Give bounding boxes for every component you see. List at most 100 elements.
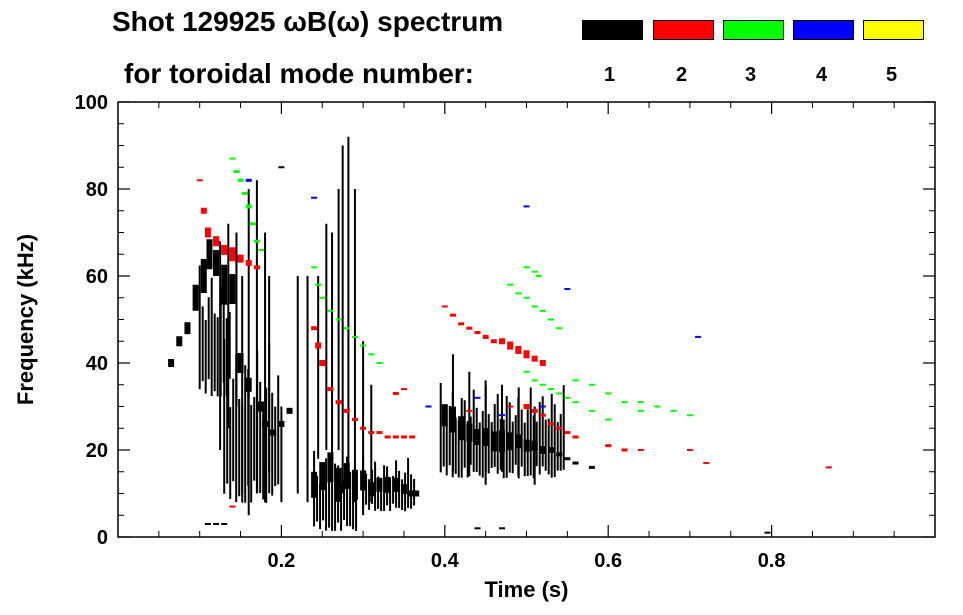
spectrum-point	[184, 322, 191, 335]
spectrum-point	[335, 318, 342, 321]
series-n=1	[168, 136, 771, 534]
spectrum-point	[376, 477, 383, 492]
legend-label-n1: 1	[603, 64, 616, 86]
spectrum-point	[515, 434, 522, 449]
spectrum-point	[400, 435, 407, 439]
spectrum-point	[392, 477, 399, 492]
spectrum-point	[257, 248, 264, 251]
spectrum-point	[221, 244, 228, 255]
spectrum-point	[588, 465, 595, 469]
spectrum-point	[351, 469, 358, 500]
spectrum-point	[327, 387, 334, 392]
spectrum-point	[564, 288, 571, 291]
spectrum-point	[531, 305, 538, 308]
spectrum-point	[531, 440, 538, 451]
spectrum-point	[449, 406, 456, 433]
y-axis-label: Frequency (kHz)	[13, 234, 38, 405]
spectrum-point	[507, 432, 514, 451]
spectrum-point	[253, 265, 260, 270]
spectrum-point	[335, 400, 342, 405]
series-n=2	[196, 179, 832, 508]
spectrum-point	[400, 388, 407, 391]
spectrum-point	[392, 435, 399, 439]
spectrum-point	[229, 505, 236, 508]
spectrum-point	[531, 270, 538, 273]
spectrum-point	[327, 309, 334, 312]
spectrum-point	[229, 157, 236, 160]
spectrum-point	[490, 339, 497, 344]
spectrum-point	[523, 370, 530, 373]
legend-label-n4: 4	[815, 64, 828, 86]
y-tick-label: 20	[86, 440, 108, 462]
spectrum-point	[531, 408, 538, 413]
spectrum-point	[311, 266, 318, 269]
spectrum-point	[270, 429, 277, 436]
spectrum-point	[241, 191, 248, 195]
spectrum-point	[556, 426, 563, 430]
series-n=3	[229, 157, 693, 421]
ticks-layer: 0 20 40 60 80 100 0.2 0.4 0.6 0.8	[75, 92, 935, 572]
spectrum-point	[384, 435, 391, 439]
y-tick-label: 0	[97, 527, 108, 549]
spectrum-point	[564, 431, 571, 435]
spectrum-point	[249, 222, 256, 226]
spectrum-point	[670, 409, 677, 412]
spectrum-point	[531, 379, 538, 382]
spectrum-point	[605, 392, 612, 395]
spectrum-point	[539, 360, 546, 366]
spectrum-point	[327, 452, 334, 483]
spectrum-point	[311, 326, 318, 331]
legend-swatch-n3	[723, 20, 784, 40]
spectrum-point	[360, 344, 367, 347]
data-layer	[168, 136, 832, 534]
spectrum-point	[466, 326, 473, 330]
spectrum-point	[262, 420, 269, 427]
spectrum-point	[482, 427, 489, 446]
spectrum-point	[168, 359, 175, 367]
spectrum-point	[535, 275, 542, 277]
spectrum-point	[368, 353, 375, 356]
spectrum-point	[523, 296, 530, 299]
spectrum-point	[572, 435, 579, 439]
spectrum-point	[539, 446, 546, 454]
spectrum-point	[237, 254, 244, 263]
spectrum-point	[548, 318, 555, 321]
spectrum-point	[490, 431, 497, 452]
spectrum-point	[498, 414, 505, 417]
spectrum-point	[343, 327, 350, 330]
spectrum-point	[286, 407, 293, 414]
spectrum-point	[392, 391, 399, 395]
spectrum-point	[605, 444, 612, 448]
spectrum-point	[572, 461, 579, 465]
spectrum-point	[213, 522, 220, 525]
spectrum-point	[384, 476, 391, 493]
x-tick-label: 0.2	[267, 550, 295, 572]
spectrum-point	[413, 490, 420, 497]
spectrum-point	[764, 531, 771, 534]
legend-label-n2: 2	[675, 64, 688, 86]
spectrum-point	[654, 405, 661, 408]
spectrum-point	[409, 490, 416, 497]
spectrum-point	[572, 401, 579, 404]
spectrum-point	[376, 431, 383, 435]
spectrum-point	[376, 362, 383, 364]
spectrum-point	[368, 482, 375, 497]
chart-subtitle: for toroidal mode number:	[124, 58, 474, 89]
spectrum-point	[548, 422, 555, 426]
spectrum-point	[319, 360, 326, 366]
spectrum-point	[311, 196, 318, 199]
spectrum-point	[200, 207, 207, 214]
spectrum-point	[637, 401, 644, 404]
spectrum-point	[204, 522, 211, 525]
x-tick-label: 0.6	[594, 550, 622, 572]
spectrum-point	[621, 448, 628, 452]
spectrum-point	[523, 404, 530, 409]
spectrum-point	[686, 414, 693, 417]
spectrum-point	[621, 401, 628, 404]
spectrum-point	[213, 249, 220, 276]
legend-swatch-n1	[582, 20, 643, 40]
spectrum-point	[605, 418, 612, 421]
spectrum-point	[523, 266, 530, 269]
spectrum-point	[245, 377, 252, 392]
spectrum-point	[458, 322, 465, 326]
